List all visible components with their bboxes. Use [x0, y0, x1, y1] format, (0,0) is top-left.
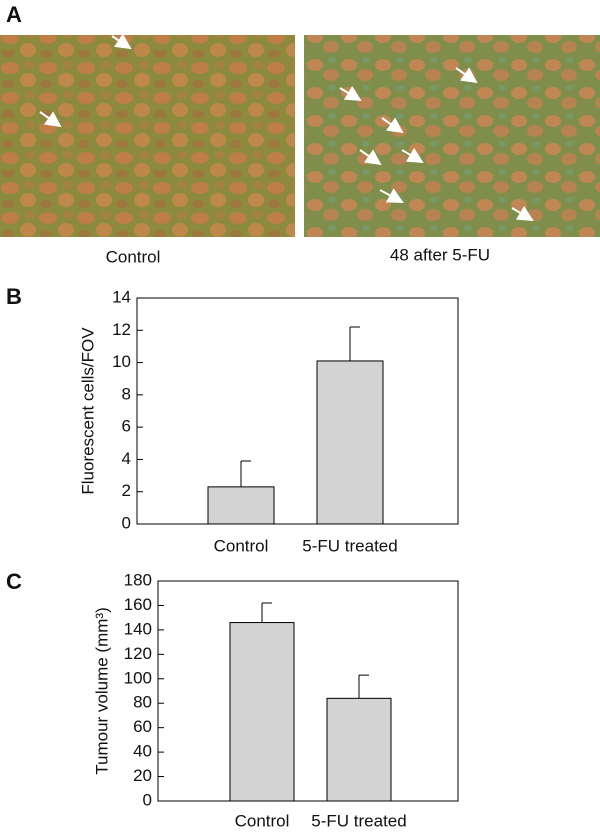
arrows: [39, 33, 534, 222]
y-tick-label: 180: [124, 570, 152, 589]
y-tick-label: 160: [124, 595, 152, 614]
y-tick-label: 120: [124, 644, 152, 663]
y-tick-label: 140: [124, 619, 152, 638]
x-tick-label: Control: [235, 811, 290, 830]
y-tick-label: 8: [122, 384, 131, 403]
error-bar: [240, 460, 251, 487]
x-tick-label: Control: [214, 536, 269, 555]
y-tick-label: 20: [133, 766, 152, 785]
y-tick-label: 40: [133, 742, 152, 761]
image-caption: Control: [106, 247, 161, 266]
error-bar: [358, 674, 369, 699]
micrograph: [304, 35, 600, 237]
plot-frame: [157, 580, 459, 802]
bar: [229, 622, 295, 802]
y-tick-label: 80: [133, 693, 152, 712]
micrograph: [0, 35, 295, 237]
bar: [326, 697, 392, 802]
x-tick-label: 5-FU treated: [302, 536, 397, 555]
bar: [207, 486, 275, 525]
panel-label: C: [6, 569, 22, 594]
plot-frame: [136, 297, 459, 525]
y-axis-label: Fluorescent cells/FOV: [78, 327, 97, 495]
y-tick-label: 0: [122, 513, 131, 532]
y-tick-label: 6: [122, 417, 131, 436]
y-tick-label: 10: [112, 352, 131, 371]
bar: [316, 360, 384, 525]
error-bar: [349, 326, 360, 361]
panel-label: A: [6, 2, 22, 27]
y-tick-label: 2: [122, 481, 131, 500]
error-bar: [261, 602, 272, 623]
panel-label: B: [6, 284, 22, 309]
y-tick-label: 12: [112, 320, 131, 339]
y-tick-label: 14: [112, 287, 131, 306]
y-tick-label: 4: [122, 449, 131, 468]
x-tick-label: 5-FU treated: [311, 811, 406, 830]
y-tick-label: 0: [143, 790, 152, 809]
y-axis-label: Tumour volume (mm³): [92, 607, 111, 775]
y-tick-label: 60: [133, 717, 152, 736]
y-tick-label: 100: [124, 668, 152, 687]
image-caption: 48 after 5-FU: [390, 245, 490, 264]
